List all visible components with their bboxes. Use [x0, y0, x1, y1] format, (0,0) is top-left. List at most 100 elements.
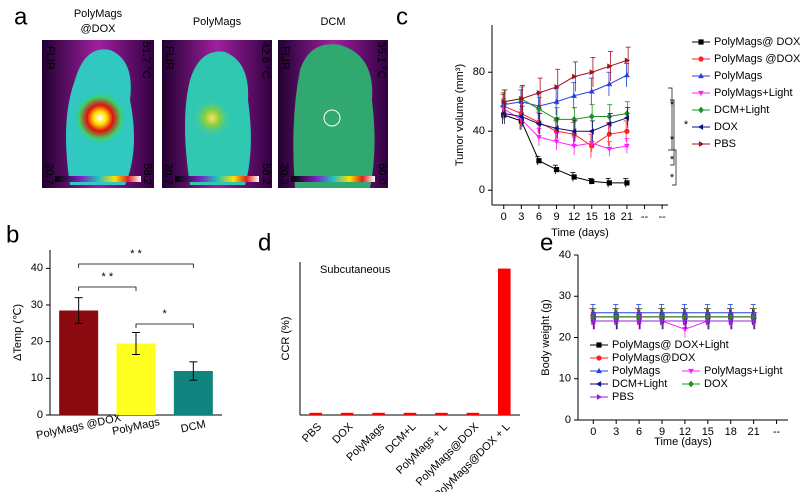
series-line: [503, 59, 628, 103]
thermal-image: [162, 40, 272, 188]
x-tick-label: PolyMags @DOX: [35, 412, 123, 442]
marker: [624, 143, 630, 150]
image-logo: FLIR: [163, 46, 175, 70]
bar: [466, 412, 480, 415]
x-tick-label: 15: [586, 211, 598, 223]
bracket: [78, 286, 137, 291]
scale-min: 20.3: [278, 163, 290, 184]
image-title: PolyMags: [193, 16, 242, 28]
x-tick-label: 12: [679, 426, 691, 438]
bar: [498, 268, 511, 415]
bracket: [672, 149, 677, 186]
legend-marker: [698, 39, 704, 45]
image-title: DCM: [320, 16, 345, 28]
legend-marker: [596, 355, 602, 361]
bar: [59, 310, 99, 415]
x-tick-label: --: [641, 211, 649, 223]
x-axis-label: Time (days): [551, 227, 609, 239]
significance: *: [684, 119, 689, 131]
image-logo: FLIR: [44, 46, 56, 70]
legend-label: PolyMags@ DOX+Light: [714, 36, 800, 48]
x-tick-label: DCM: [180, 418, 207, 435]
panel-letter: d: [258, 229, 271, 256]
x-tick-label: 0: [501, 211, 507, 223]
y-tick-label: 0: [565, 414, 571, 426]
scale-max: 60.0: [376, 163, 388, 184]
panel-letter: c: [396, 3, 408, 30]
y-tick-label: 40: [473, 125, 485, 137]
y-tick-label: 40: [31, 262, 43, 274]
series-line: [503, 114, 627, 184]
marker: [553, 139, 560, 145]
x-tick-label: 21: [621, 211, 633, 223]
bracket: [135, 323, 194, 328]
legend-marker: [698, 72, 704, 79]
marker: [624, 180, 630, 186]
marker: [682, 318, 689, 324]
image-title: @DOX: [80, 23, 116, 35]
x-tick-label: 18: [603, 211, 615, 223]
bar: [309, 412, 322, 415]
marker: [589, 178, 595, 184]
bar: [403, 412, 417, 415]
legend-label: PBS: [612, 391, 634, 403]
marker: [554, 84, 560, 90]
panel-letter: a: [14, 3, 28, 30]
marker: [501, 98, 507, 105]
series-line: [503, 113, 628, 132]
legend-label: PolyMags@DOX: [612, 352, 696, 364]
scale-max: 58.2: [260, 163, 272, 184]
image-temperature: 51.7 °C: [140, 42, 152, 79]
marker: [518, 113, 524, 120]
legend-label: PolyMags@ DOX+Light: [612, 339, 729, 351]
marker: [571, 143, 577, 150]
significance: *: [163, 308, 168, 320]
x-axis-label: Time (days): [654, 436, 712, 448]
marker: [624, 57, 631, 64]
marker: [571, 116, 577, 123]
x-tick-label: 3: [518, 211, 524, 223]
thermal-image: [42, 40, 154, 188]
legend-label: PolyMags: [714, 70, 763, 82]
legend-marker: [595, 381, 602, 387]
series-line: [503, 108, 628, 150]
marker: [571, 174, 577, 180]
marker: [659, 318, 666, 324]
y-tick-label: 30: [559, 290, 571, 302]
marker: [536, 90, 543, 96]
scale-min: 20.7: [43, 163, 55, 184]
marker: [588, 128, 594, 135]
marker: [751, 318, 757, 324]
significance: * *: [102, 271, 114, 283]
image-title: PolyMags: [74, 8, 123, 20]
legend-label: DCM+Light: [714, 104, 769, 116]
x-tick-label: DOX: [330, 420, 356, 446]
marker: [606, 113, 613, 120]
marker: [589, 69, 595, 76]
x-tick-label: 15: [702, 426, 714, 438]
marker: [588, 140, 595, 147]
marker: [536, 158, 542, 164]
y-tick-label: 30: [31, 299, 43, 311]
x-tick-label: 6: [536, 211, 542, 223]
marker: [606, 80, 613, 87]
bar: [116, 343, 156, 415]
marker: [588, 113, 595, 120]
legend-marker: [698, 106, 704, 114]
x-tick-label: 21: [748, 426, 760, 438]
x-tick-label: 18: [725, 426, 737, 438]
x-tick-label: --: [658, 211, 666, 223]
marker: [536, 135, 542, 141]
marker: [535, 120, 542, 127]
significance: *: [670, 99, 675, 111]
x-tick-label: 6: [636, 426, 642, 438]
marker: [623, 115, 630, 121]
marker: [607, 63, 613, 70]
x-tick-label: 9: [553, 211, 559, 223]
marker: [705, 318, 711, 324]
marker: [553, 166, 560, 173]
marker: [624, 72, 630, 78]
scale-max: 58.2: [141, 163, 153, 184]
marker: [588, 88, 595, 94]
